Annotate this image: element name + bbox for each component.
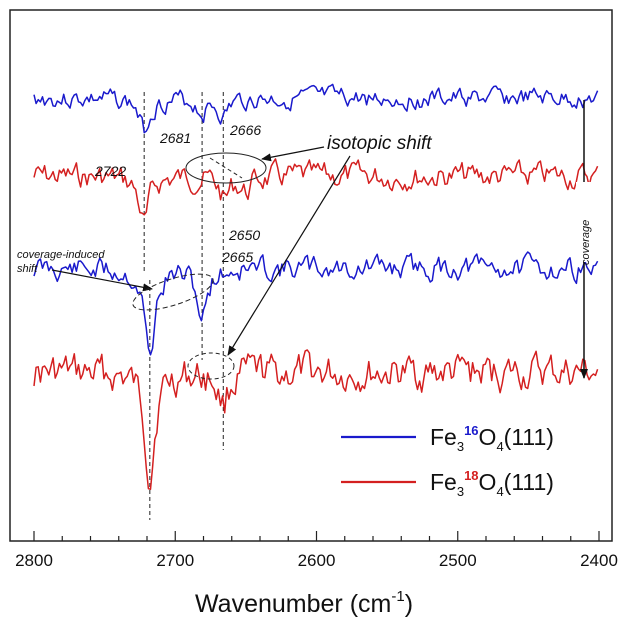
coverage-induced-ellipse bbox=[132, 273, 214, 311]
coverage-induced-label-line2: shift bbox=[17, 263, 38, 275]
coverage-label: coverage bbox=[580, 220, 592, 265]
series-line-3 bbox=[33, 251, 599, 356]
legend: Fe316O4(111) Fe318O4(111) bbox=[341, 423, 554, 499]
spectra-series bbox=[33, 83, 599, 491]
peak-label-2681: 2681 bbox=[159, 130, 191, 146]
coverage-induced-label-line1: coverage-induced bbox=[17, 249, 105, 261]
x-tick-label: 2600 bbox=[298, 551, 336, 570]
peak-label-2650: 2650 bbox=[228, 227, 260, 243]
isotopic-shift-arrow-top bbox=[261, 146, 325, 162]
series-line-1 bbox=[33, 83, 599, 134]
isotopic-shift-ellipse-top bbox=[185, 152, 267, 184]
x-tick-label: 2800 bbox=[15, 551, 53, 570]
isotopic-shift-dash-top bbox=[209, 157, 243, 179]
isotopic-shift-label: isotopic shift bbox=[327, 133, 432, 154]
peak-label-2722: 2722 bbox=[94, 163, 126, 179]
plot-frame bbox=[9, 9, 613, 542]
x-tick-label: 2500 bbox=[439, 551, 477, 570]
annotations: 2722 2681 2666 2650 2665 isotopic shift … bbox=[17, 100, 592, 380]
coverage-induced-arrow bbox=[51, 269, 153, 292]
legend-isotope-16: 16 bbox=[464, 423, 478, 438]
legend-isotope-18: 18 bbox=[464, 468, 478, 483]
series-line-2 bbox=[33, 158, 599, 216]
x-axis-tick-labels: 2800 2700 2600 2500 2400 bbox=[15, 551, 618, 570]
legend-text-fe3-16o4: Fe316O4(111) bbox=[430, 423, 554, 454]
isotopic-shift-ellipse-bottom bbox=[187, 352, 235, 380]
isotopic-shift-arrow-bottom bbox=[227, 155, 351, 356]
peak-label-2665: 2665 bbox=[221, 249, 253, 265]
x-axis-ticks bbox=[33, 531, 600, 541]
peak-label-2666: 2666 bbox=[229, 122, 261, 138]
series-line-4 bbox=[33, 349, 599, 491]
x-tick-label: 2700 bbox=[156, 551, 194, 570]
peak-guide-lines bbox=[143, 92, 224, 520]
coverage-label-bg bbox=[576, 182, 592, 262]
x-tick-label: 2400 bbox=[580, 551, 618, 570]
x-axis-label: Wavenumber (cm-1) bbox=[195, 588, 413, 618]
legend-text-fe3-18o4: Fe318O4(111) bbox=[430, 468, 554, 499]
